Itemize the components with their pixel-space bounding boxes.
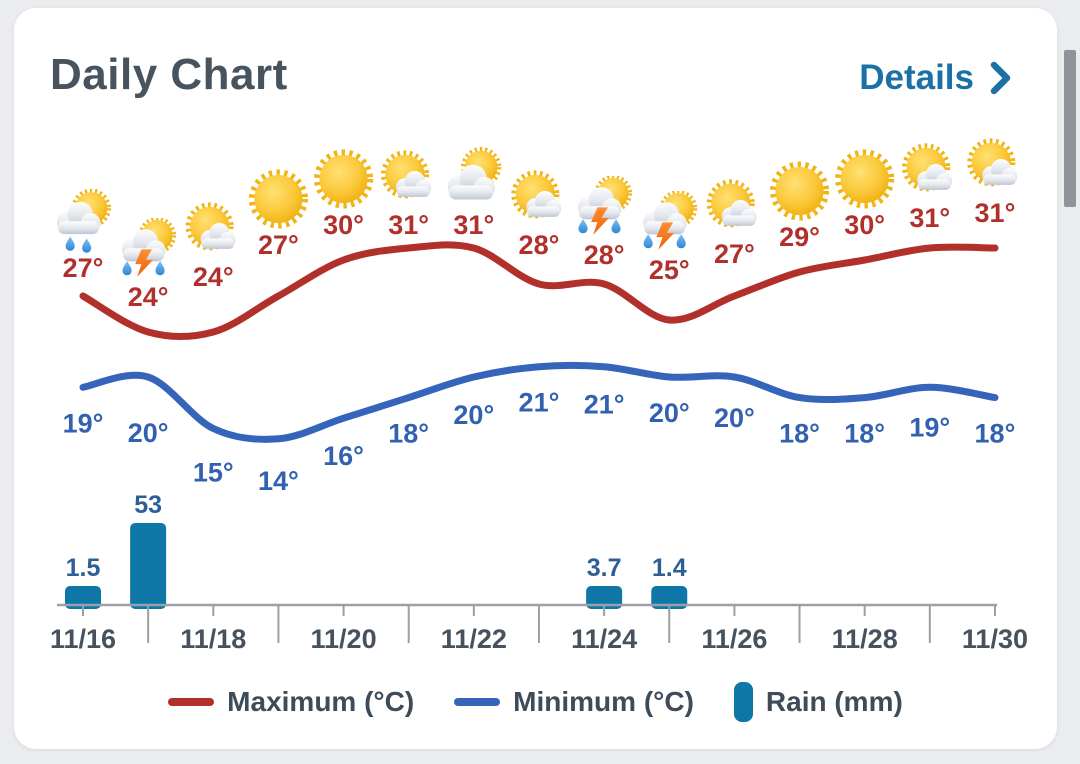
page-title: Daily Chart	[50, 50, 288, 99]
legend-item-minimum: Minimum (°C)	[454, 686, 694, 718]
min-temp-label: 18°	[779, 419, 820, 449]
weather-sunny-icon	[773, 165, 825, 217]
weather-thunderstorm-icon	[578, 177, 630, 235]
max-temp-label: 25°	[649, 255, 690, 285]
weather-partly-cloudy-icon	[514, 173, 561, 217]
max-temp-label: 31°	[975, 198, 1016, 228]
legend-label-rain: Rain (mm)	[765, 686, 903, 717]
x-axis-label: 11/20	[311, 624, 377, 654]
rain-value-label: 53	[134, 491, 162, 519]
min-temp-label: 20°	[453, 400, 494, 430]
rain-value-label: 3.7	[587, 554, 622, 582]
maximum-line-swatch	[168, 698, 215, 706]
weather-sunny-icon	[839, 153, 891, 205]
details-link[interactable]: Details	[859, 58, 1012, 98]
max-temp-label: 24°	[193, 262, 234, 292]
min-temp-label: 20°	[649, 398, 690, 428]
weather-showers-icon	[57, 191, 109, 253]
max-temp-label: 28°	[519, 230, 560, 260]
min-temp-label: 16°	[323, 441, 364, 471]
x-axis-label: 11/24	[571, 624, 637, 654]
x-axis-label: 11/28	[832, 624, 898, 654]
min-temp-label: 18°	[975, 419, 1016, 449]
min-temp-label: 14°	[258, 466, 299, 496]
max-temp-label: 27°	[714, 239, 755, 269]
max-temp-label: 30°	[323, 210, 364, 240]
legend-label-minimum: Minimum (°C)	[513, 686, 694, 717]
rain-bar	[65, 586, 101, 609]
min-temp-label: 20°	[128, 418, 169, 448]
min-temp-label: 19°	[63, 408, 104, 438]
rain-bar-swatch	[733, 682, 753, 722]
x-axis-label: 11/16	[50, 624, 116, 654]
rain-value-label: 1.4	[652, 554, 687, 582]
x-axis-label: 11/26	[701, 624, 767, 654]
weather-partly-cloudy-icon	[384, 153, 431, 197]
details-label: Details	[859, 58, 974, 97]
legend-item-rain: Rain (mm)	[733, 682, 903, 722]
min-temp-label: 20°	[714, 403, 755, 433]
daily-chart-card	[14, 8, 1057, 749]
min-temp-label: 21°	[584, 390, 625, 420]
weather-partly-cloudy-icon	[905, 146, 952, 190]
weather-sunny-icon	[317, 153, 369, 205]
min-temp-label: 18°	[844, 419, 885, 449]
weather-partly-cloudy-icon	[970, 141, 1017, 185]
rain-bar	[586, 586, 623, 609]
weather-sunny-icon	[252, 173, 304, 225]
min-temp-label: 18°	[388, 419, 429, 449]
min-temperature-line	[79, 361, 999, 443]
max-temp-label: 31°	[453, 210, 494, 240]
minimum-line-swatch	[454, 698, 501, 706]
max-temp-label: 30°	[844, 210, 885, 240]
x-axis-label: 11/18	[180, 624, 246, 654]
min-temp-label: 19°	[909, 412, 950, 442]
max-temp-label: 29°	[779, 222, 820, 252]
legend-label-maximum: Maximum (°C)	[227, 686, 415, 717]
chevron-right-icon	[990, 61, 1011, 95]
weather-thunderstorm-icon	[643, 192, 695, 250]
min-temp-label: 15°	[193, 458, 234, 488]
x-axis-label: 11/22	[441, 624, 507, 654]
max-temp-label: 31°	[388, 210, 429, 240]
x-axis-label: 11/30	[962, 624, 1028, 654]
max-temp-label: 31°	[909, 203, 950, 233]
weather-mostly-cloudy-icon	[448, 149, 499, 199]
min-temp-label: 21°	[519, 388, 560, 418]
weather-thunderstorm-icon	[122, 219, 174, 277]
max-temp-label: 27°	[63, 253, 104, 283]
max-temp-label: 28°	[584, 240, 625, 270]
max-temp-label: 24°	[128, 282, 169, 312]
scrollbar-thumb[interactable]	[1064, 50, 1076, 207]
weather-partly-cloudy-icon	[709, 182, 756, 226]
max-temperature-line	[79, 241, 999, 340]
weather-partly-cloudy-icon	[188, 205, 235, 249]
rain-value-label: 1.5	[66, 554, 101, 582]
max-temp-label: 27°	[258, 230, 299, 260]
legend-item-maximum: Maximum (°C)	[168, 686, 414, 718]
rain-bar	[130, 523, 167, 609]
chart-legend: Maximum (°C) Minimum (°C) Rain (mm)	[14, 676, 1057, 728]
rain-bar	[651, 586, 688, 609]
